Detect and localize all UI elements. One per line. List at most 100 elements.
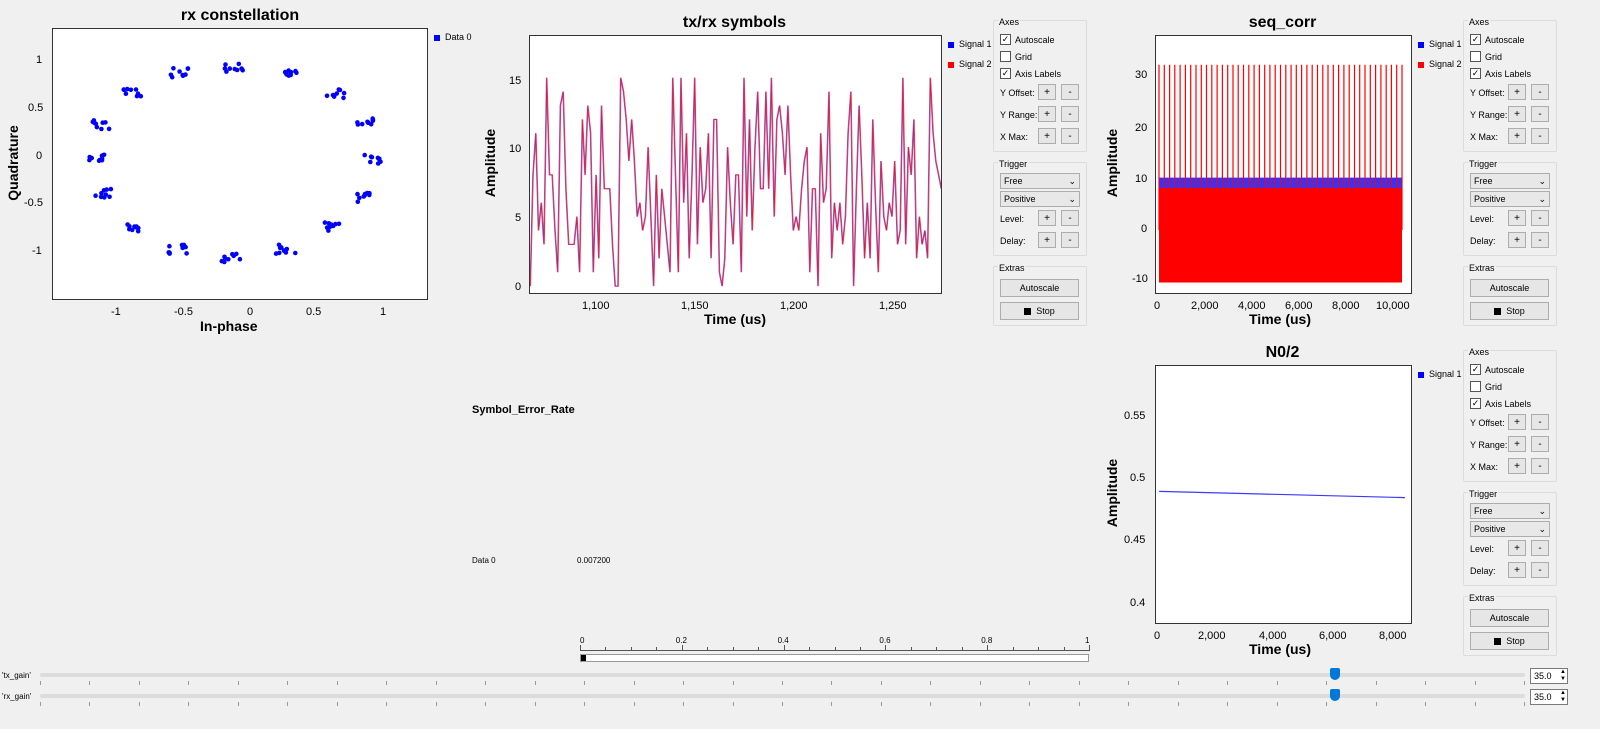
y-range-minus-button[interactable]: -	[1531, 436, 1549, 452]
rx-gain-slider-handle[interactable]	[1330, 689, 1340, 701]
delay-label: Delay:	[1470, 236, 1496, 246]
level-minus-button[interactable]: -	[1061, 210, 1079, 226]
legend-swatch-blue	[1418, 41, 1424, 48]
txrx-plot[interactable]	[529, 35, 942, 294]
ser-scale-tick	[885, 645, 887, 650]
tx-gain-slider-handle[interactable]	[1330, 668, 1340, 680]
stop-button[interactable]: Stop	[1470, 632, 1549, 650]
ser-data-label: Data 0	[472, 556, 496, 565]
trigger-slope-select[interactable]: Positive ⌄	[1000, 191, 1080, 207]
rx-gain-spinbox[interactable]: 35.0 ▲ ▼	[1530, 689, 1568, 705]
trigger-mode-select[interactable]: Free ⌄	[1000, 173, 1080, 189]
x-max-plus-button[interactable]: +	[1508, 128, 1526, 144]
rx-gain-slider-track[interactable]	[40, 694, 1525, 698]
slider-tick	[880, 702, 882, 706]
level-minus-button[interactable]: -	[1531, 210, 1549, 226]
constellation-point	[127, 226, 132, 232]
y-offset-minus-button[interactable]: -	[1531, 414, 1549, 430]
stop-button[interactable]: Stop	[1470, 302, 1549, 320]
ser-scale-tick	[834, 647, 836, 650]
y-offset-plus-button[interactable]: +	[1508, 84, 1526, 100]
autoscale-checkbox[interactable]: ✓ Autoscale	[1470, 364, 1525, 376]
level-plus-button[interactable]: +	[1038, 210, 1056, 226]
constellation-point	[93, 193, 98, 198]
level-minus-button[interactable]: -	[1531, 540, 1549, 556]
spin-arrows-icon[interactable]: ▲ ▼	[1560, 669, 1566, 682]
x-max-minus-button[interactable]: -	[1531, 458, 1549, 474]
delay-minus-button[interactable]: -	[1531, 562, 1549, 578]
x-max-minus-button[interactable]: -	[1531, 128, 1549, 144]
delay-plus-button[interactable]: +	[1508, 562, 1526, 578]
trigger-mode-select[interactable]: Free ⌄	[1470, 503, 1550, 519]
seqcorr-xtick: 2,000	[1191, 300, 1219, 312]
txrx-xtick: 1,250	[879, 300, 907, 312]
constellation-point	[96, 158, 102, 164]
stop-label: Stop	[1506, 306, 1525, 316]
constellation-plot[interactable]	[52, 28, 428, 300]
trigger-mode-select[interactable]: Free ⌄	[1470, 173, 1550, 189]
slider-tick	[138, 702, 140, 706]
y-range-plus-button[interactable]: +	[1038, 106, 1056, 122]
ser-scale-tick	[1063, 647, 1065, 650]
tx-gain-slider-track[interactable]	[40, 673, 1525, 677]
autoscale-button[interactable]: Autoscale	[1470, 279, 1549, 297]
txrx-ylabel: Amplitude	[482, 128, 498, 198]
ser-scale-tick-label: 0	[580, 636, 585, 645]
checkbox-box	[1470, 381, 1481, 393]
axis-labels-checkbox[interactable]: ✓ Axis Labels	[1470, 68, 1531, 80]
constellation-point	[293, 250, 298, 256]
axis-labels-checkbox[interactable]: ✓ Axis Labels	[1470, 398, 1531, 410]
axis-labels-checkbox[interactable]: ✓ Axis Labels	[1000, 68, 1061, 80]
constellation-point	[226, 257, 231, 262]
level-plus-button[interactable]: +	[1508, 540, 1526, 556]
grid-checkbox[interactable]: Grid	[1000, 51, 1032, 63]
y-offset-minus-button[interactable]: -	[1061, 84, 1079, 100]
seqcorr-plot[interactable]	[1155, 35, 1412, 294]
delay-plus-button[interactable]: +	[1038, 232, 1056, 248]
y-range-plus-button[interactable]: +	[1508, 436, 1526, 452]
y-range-plus-button[interactable]: +	[1508, 106, 1526, 122]
y-offset-minus-button[interactable]: -	[1531, 84, 1549, 100]
autoscale-checkbox[interactable]: ✓ Autoscale	[1470, 34, 1525, 46]
n02-xtick: 4,000	[1259, 630, 1287, 642]
ser-scale-tick-label: 1	[1085, 636, 1090, 645]
trigger-slope-select[interactable]: Positive ⌄	[1470, 521, 1550, 537]
y-offset-plus-button[interactable]: +	[1508, 414, 1526, 430]
autoscale-checkbox[interactable]: ✓ Autoscale	[1000, 34, 1055, 46]
y-range-minus-button[interactable]: -	[1531, 106, 1549, 122]
extras-panel: Extras Autoscale Stop	[993, 263, 1087, 326]
slider-tick	[1425, 702, 1427, 706]
delay-minus-button[interactable]: -	[1531, 232, 1549, 248]
select-value: Free	[1004, 176, 1023, 186]
n02-plot[interactable]	[1155, 365, 1412, 624]
constellation-point	[362, 152, 368, 158]
slider-tick	[930, 702, 932, 706]
delay-minus-button[interactable]: -	[1061, 232, 1079, 248]
stop-button[interactable]: Stop	[1000, 302, 1079, 320]
y-range-minus-button[interactable]: -	[1061, 106, 1079, 122]
grid-checkbox[interactable]: Grid	[1470, 381, 1502, 393]
autoscale-button[interactable]: Autoscale	[1470, 609, 1549, 627]
autoscale-button[interactable]: Autoscale	[1000, 279, 1079, 297]
y-offset-plus-button[interactable]: +	[1038, 84, 1056, 100]
constellation-canvas	[87, 61, 383, 265]
grid-checkbox[interactable]: Grid	[1470, 51, 1502, 63]
slider-tick	[782, 702, 783, 706]
level-plus-button[interactable]: +	[1508, 210, 1526, 226]
spin-arrows-icon[interactable]: ▲ ▼	[1560, 690, 1566, 703]
slider-tick	[1474, 681, 1476, 685]
legend-label: Signal 1	[1429, 369, 1462, 379]
trigger-slope-select[interactable]: Positive ⌄	[1470, 191, 1550, 207]
x-max-minus-button[interactable]: -	[1061, 128, 1079, 144]
slider-tick	[287, 681, 289, 685]
checkbox-label: Grid	[1015, 52, 1033, 62]
seqcorr-ytick: -10	[1132, 273, 1148, 285]
txrx-ytick: 10	[509, 143, 522, 155]
slider-tick	[89, 681, 91, 685]
n02-title: N0/2	[1265, 344, 1300, 361]
x-max-plus-button[interactable]: +	[1508, 458, 1526, 474]
tx-gain-spinbox[interactable]: 35.0 ▲ ▼	[1530, 668, 1568, 684]
delay-plus-button[interactable]: +	[1508, 232, 1526, 248]
constellation-point	[224, 69, 229, 74]
x-max-plus-button[interactable]: +	[1038, 128, 1056, 144]
